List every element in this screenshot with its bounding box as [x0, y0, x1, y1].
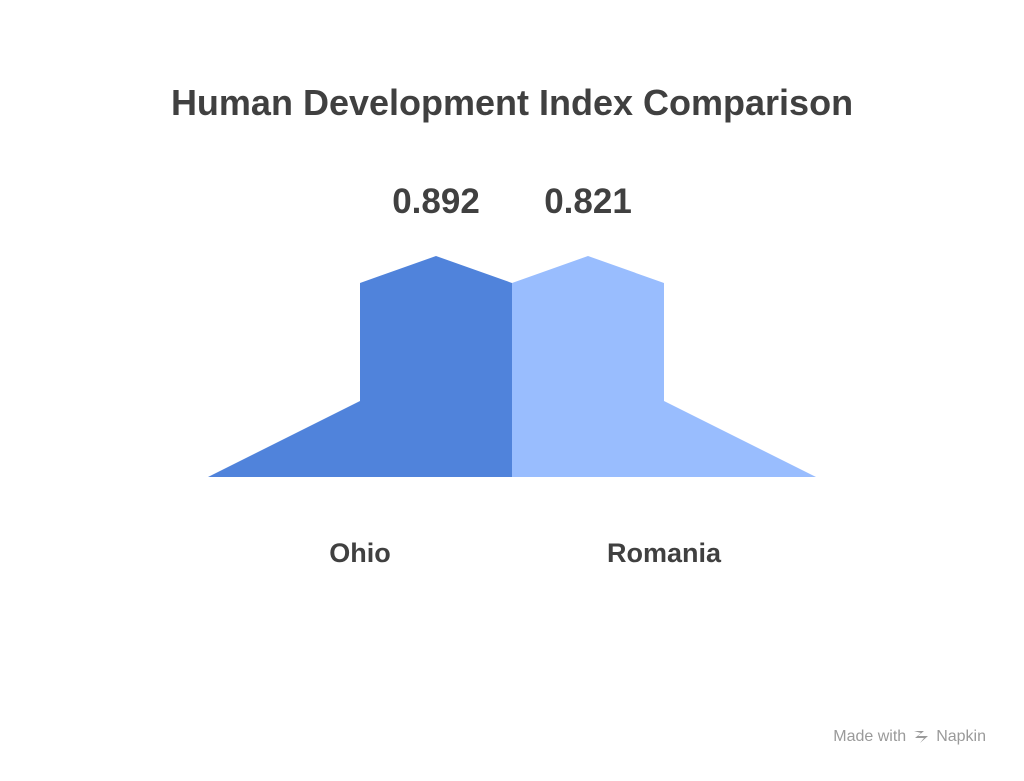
- napkin-logo-icon: [914, 731, 929, 743]
- bar-ohio: [208, 256, 512, 477]
- bar-romania: [512, 256, 816, 477]
- chart-labels: 0.892 Ohio 0.821 Romania: [329, 182, 722, 568]
- watermark: Made with Napkin: [833, 726, 986, 748]
- watermark-prefix: Made with: [833, 728, 907, 745]
- chart-shapes: [208, 256, 816, 477]
- value-label-romania: 0.821: [544, 182, 632, 221]
- category-label-ohio: Ohio: [329, 538, 391, 568]
- category-label-romania: Romania: [607, 538, 722, 568]
- value-label-ohio: 0.892: [392, 182, 480, 221]
- chart-title: Human Development Index Comparison: [170, 82, 854, 123]
- watermark-brand: Napkin: [936, 728, 986, 745]
